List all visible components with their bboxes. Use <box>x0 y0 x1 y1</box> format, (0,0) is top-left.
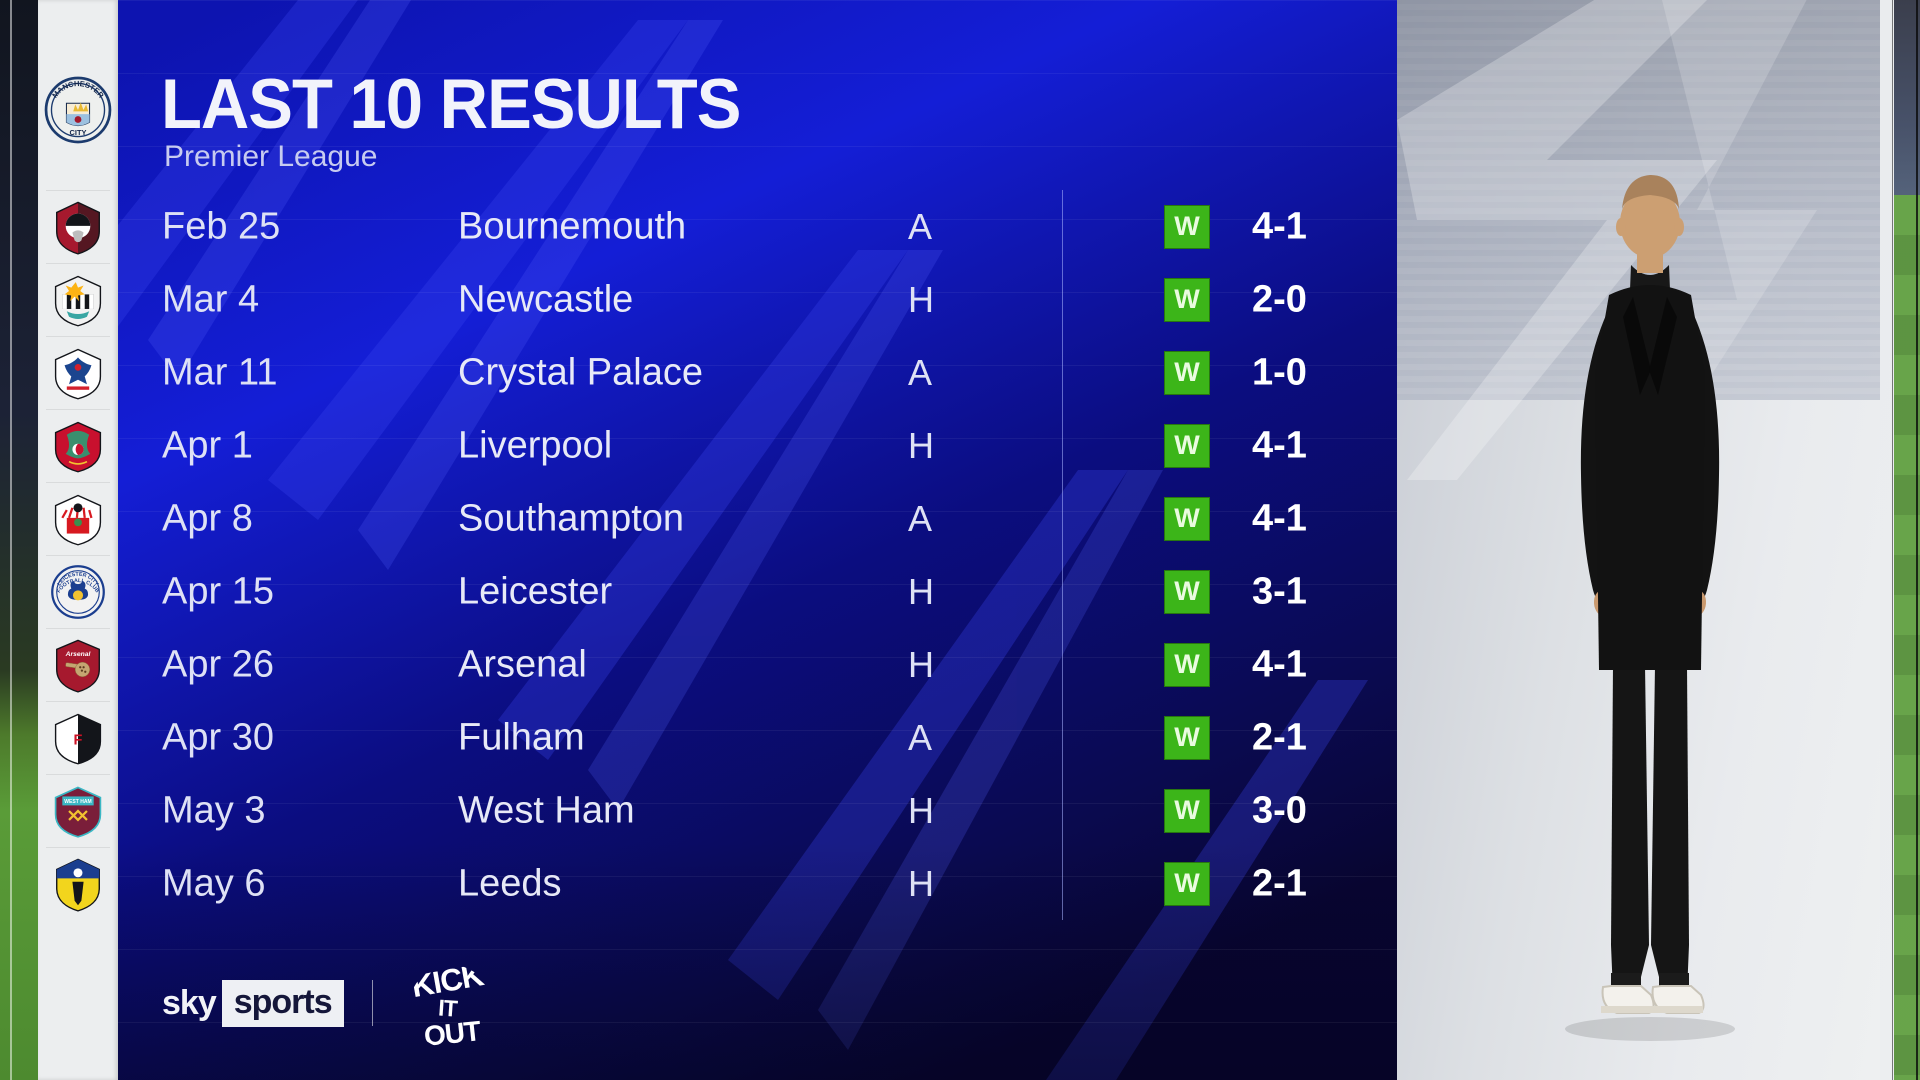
svg-text:F: F <box>74 732 83 748</box>
svg-text:OUT: OUT <box>422 1015 482 1052</box>
svg-text:CITY: CITY <box>69 128 86 137</box>
svg-text:Arsenal: Arsenal <box>65 651 91 658</box>
svg-text:WEST HAM: WEST HAM <box>64 799 91 805</box>
